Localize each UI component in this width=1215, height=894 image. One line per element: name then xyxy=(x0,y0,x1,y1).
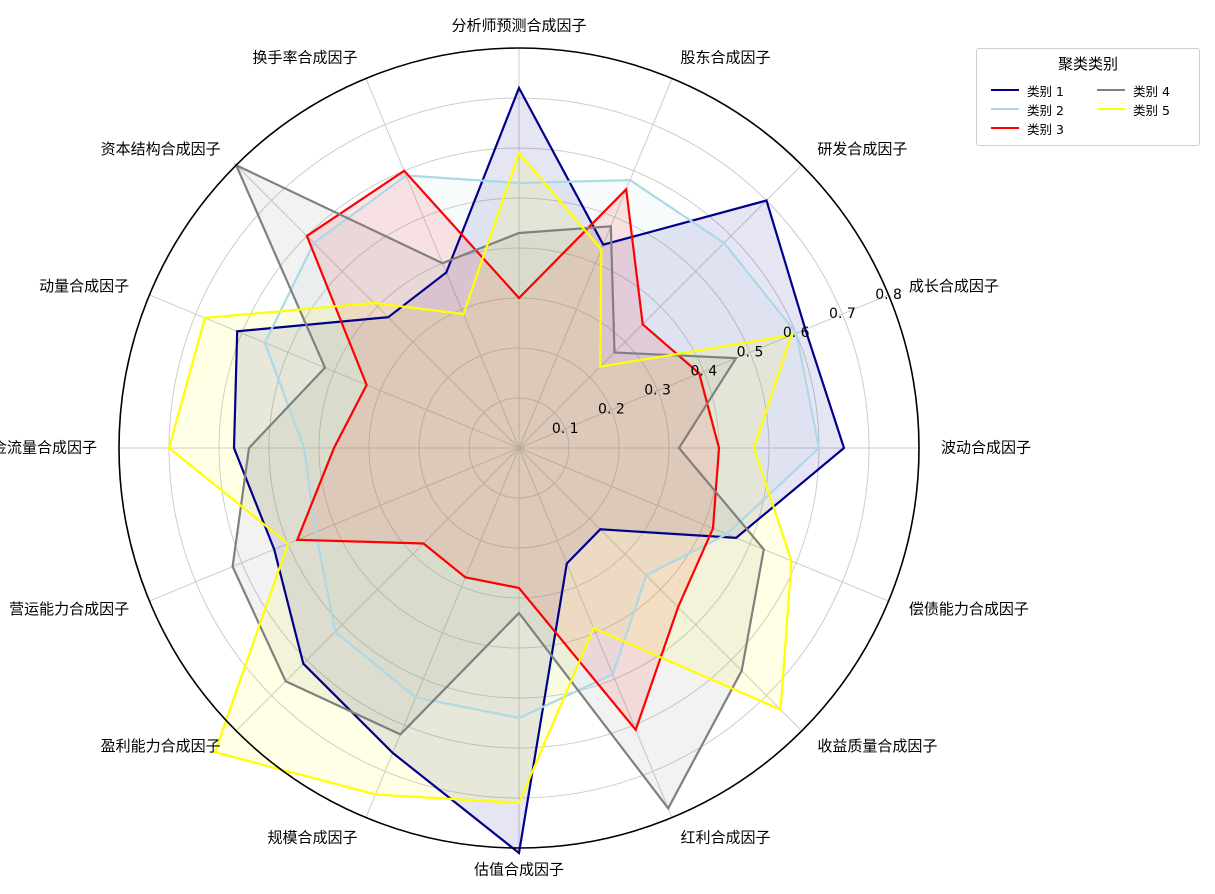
series-line-2 xyxy=(263,174,821,720)
legend-item: 类别 4 xyxy=(1097,81,1170,99)
axis-label: 收益质量合成因子 xyxy=(817,737,937,755)
grid-spoke xyxy=(518,447,803,732)
grid-spoke xyxy=(518,447,673,818)
grid-spoke xyxy=(149,294,520,449)
axis-label: 现金流量合成因子 xyxy=(0,439,97,457)
legend-label: 类别 2 xyxy=(1027,102,1064,118)
grid-spoke xyxy=(518,78,673,449)
axis-label: 动量合成因子 xyxy=(39,277,129,295)
grid-spoke xyxy=(235,447,520,732)
axis-label: 盈利能力合成因子 xyxy=(101,737,221,755)
legend-swatch xyxy=(991,127,1019,129)
series-fill-2 xyxy=(264,175,819,718)
grid-spoke xyxy=(518,164,803,449)
legend-title: 聚类类别 xyxy=(1057,55,1118,73)
legend-swatch xyxy=(1097,108,1125,110)
radial-tick-label: 0. 7 xyxy=(829,306,856,322)
radial-tick-label: 0. 5 xyxy=(737,344,764,360)
radial-tick-label: 0. 2 xyxy=(598,402,625,418)
axis-label: 研发合成因子 xyxy=(817,140,907,158)
axis-label: 红利合成因子 xyxy=(681,828,771,846)
legend-item: 类别 3 xyxy=(991,119,1064,137)
radial-tick-labels: 0. 1 0. 2 0. 3 0. 4 0. 5 0. 6 0. 7 0. 8 xyxy=(552,287,902,437)
grid-spoke xyxy=(518,294,889,449)
legend-item: 类别 1 xyxy=(991,81,1064,99)
legend-item: 类别 5 xyxy=(1097,100,1170,118)
series-line-1 xyxy=(232,85,846,856)
grid-spoke xyxy=(518,447,889,602)
legend-swatch xyxy=(991,108,1019,110)
axis-label: 成长合成因子 xyxy=(909,277,999,295)
axis-label: 偿债能力合成因子 xyxy=(909,600,1029,618)
series-fill-5 xyxy=(169,153,792,803)
radial-tick-label: 0. 4 xyxy=(690,364,717,380)
legend-label: 类别 5 xyxy=(1133,102,1170,118)
axis-labels: 分析师预测合成因子股东合成因子研发合成因子成长合成因子波动合成因子偿债能力合成因… xyxy=(0,17,1031,879)
grid-spoke xyxy=(365,447,520,818)
series-fill-4 xyxy=(232,165,764,809)
legend: 聚类类别 类别 1 类别 2 类别 3 类别 4 类别 5 xyxy=(976,48,1200,146)
outer-circle xyxy=(118,47,920,849)
grid-spoke xyxy=(149,447,520,602)
series-line-5 xyxy=(167,150,794,805)
radial-tick-label: 0. 6 xyxy=(783,325,810,341)
legend-swatch xyxy=(991,89,1019,91)
legend-label: 类别 3 xyxy=(1027,121,1064,137)
axis-label: 估值合成因子 xyxy=(474,861,564,879)
axis-label: 规模合成因子 xyxy=(267,828,357,846)
series-line-3 xyxy=(295,169,721,733)
legend-swatch xyxy=(1097,89,1125,91)
radial-tick-label: 0. 8 xyxy=(875,287,902,303)
axis-label: 股东合成因子 xyxy=(681,49,771,67)
radial-tick-label: 0. 3 xyxy=(644,383,671,399)
legend-label: 类别 4 xyxy=(1133,83,1170,99)
radial-tick-label: 0. 1 xyxy=(552,421,579,437)
axis-label: 分析师预测合成因子 xyxy=(451,17,586,35)
series-polygons xyxy=(167,85,846,856)
axis-label: 营运能力合成因子 xyxy=(9,600,129,618)
series-fill-1 xyxy=(234,88,844,853)
outer-frame xyxy=(118,47,920,849)
axis-label: 资本结构合成因子 xyxy=(101,140,221,158)
legend-item: 类别 2 xyxy=(991,100,1064,118)
series-line-4 xyxy=(231,162,765,811)
axis-label: 波动合成因子 xyxy=(941,439,1031,457)
grid-spoke xyxy=(235,164,520,449)
axis-label: 换手率合成因子 xyxy=(252,49,357,67)
legend-label: 类别 1 xyxy=(1027,83,1064,99)
